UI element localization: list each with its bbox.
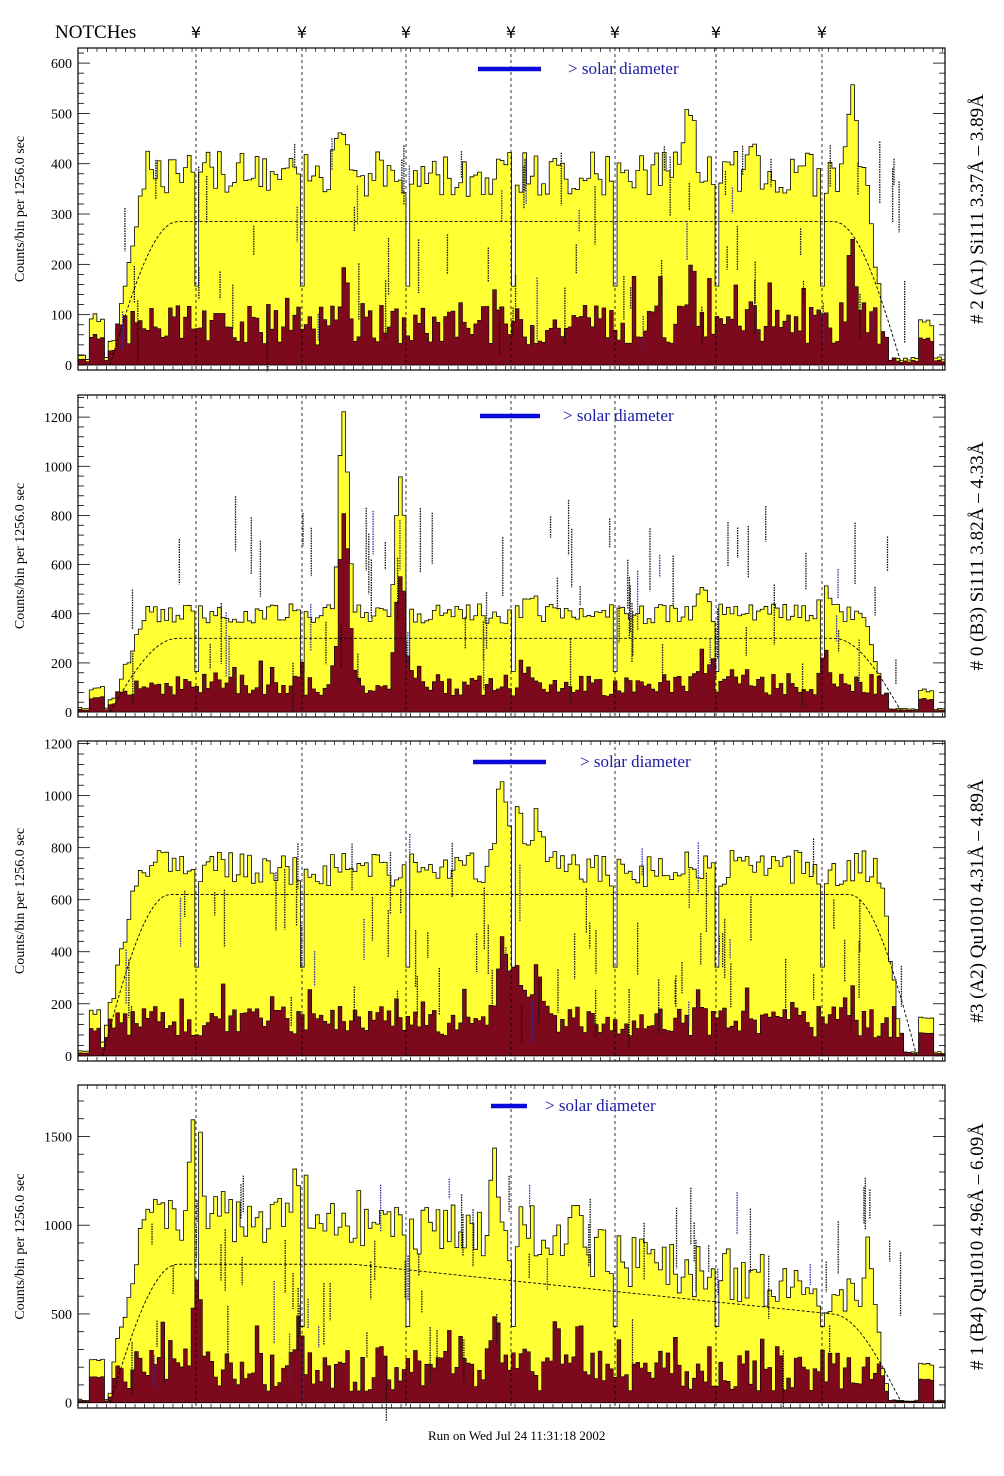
solar-diameter-label: > solar diameter xyxy=(580,752,691,771)
y-tick-label: 100 xyxy=(51,309,72,324)
model-curve xyxy=(109,637,903,713)
panel-1: 0 100 200 300 400 500 600 Counts/bin per 1256.0… xyxy=(13,47,988,374)
y-tick-label: 400 xyxy=(51,608,72,623)
y-tick-label: 1000 xyxy=(44,790,72,805)
y-tick-label: 1000 xyxy=(44,460,72,475)
panel-label: # 1 (B4) Qu1010 4.96Å – 6.09Å xyxy=(967,1123,988,1370)
y-tick-label: 0 xyxy=(65,1397,72,1412)
y-tick-label: 400 xyxy=(51,158,72,173)
model-curve xyxy=(102,894,918,1056)
notch-marker: ¥ xyxy=(401,23,411,42)
solar-diameter-label: > solar diameter xyxy=(545,1096,656,1115)
y-tick-label: 800 xyxy=(51,842,72,857)
y-axis-label: Counts/bin per 1256.0 sec xyxy=(13,828,28,974)
notch-marker: ¥ xyxy=(711,23,721,42)
panel-label: # 0 (B3) Si111 3.82Å – 4.33Å xyxy=(967,441,988,670)
plot-frame xyxy=(77,740,946,1062)
y-tick-label: 500 xyxy=(51,1308,72,1323)
series-total-area xyxy=(77,1119,946,1404)
y-tick-label: 300 xyxy=(51,208,72,223)
solar-diameter-label: > solar diameter xyxy=(563,406,674,425)
series-dark-area xyxy=(77,513,946,713)
y-tick-label: 0 xyxy=(65,359,72,374)
solar-diameter-label: > solar diameter xyxy=(568,59,679,78)
panel-label: # 2 (A1) Si111 3.37Å – 3.89Å xyxy=(967,94,988,324)
y-tick-label: 200 xyxy=(51,998,72,1013)
panels: 0 100 200 300 400 500 600 Counts/bin per 1256.0… xyxy=(13,47,988,1422)
plot-frame xyxy=(77,394,946,718)
y-tick-label: 600 xyxy=(51,559,72,574)
y-tick-label: 1000 xyxy=(44,1219,72,1234)
y-axis-label: Counts/bin per 1256.0 sec xyxy=(13,483,28,629)
y-tick-label: 1200 xyxy=(44,738,72,753)
y-tick-label: 600 xyxy=(51,894,72,909)
notches-title: NOTCHes xyxy=(55,22,136,43)
panel-2: 0 200 400 600 800 1000 1200 Counts/bin per 1256… xyxy=(13,394,988,721)
y-axis-label: Counts/bin per 1256.0 sec xyxy=(13,136,28,282)
y-tick-label: 1200 xyxy=(44,411,72,426)
panel-3: 0 200 400 600 800 1000 1200 Counts/bin per 1256… xyxy=(13,738,988,1065)
notch-header: NOTCHes ¥ ¥ ¥ ¥ ¥ ¥ ¥ xyxy=(55,22,827,43)
y-tick-label: 500 xyxy=(51,107,72,122)
plot-frame xyxy=(77,47,946,371)
notch-marker: ¥ xyxy=(817,23,827,42)
panel-4: 0 500 1000 1500 Counts/bin per 1256.0 sec # 1… xyxy=(13,1084,988,1422)
y-tick-label: 800 xyxy=(51,509,72,524)
series-dark-area xyxy=(77,1279,946,1403)
y-tick-label: 1500 xyxy=(44,1130,72,1145)
y-tick-label: 200 xyxy=(51,657,72,672)
notch-marker: ¥ xyxy=(610,23,620,42)
y-axis-label: Counts/bin per 1256.0 sec xyxy=(13,1173,28,1319)
series-dark-area xyxy=(77,238,946,366)
y-tick-label: 400 xyxy=(51,946,72,961)
series-dark-area xyxy=(77,936,946,1057)
plot-frame xyxy=(77,1084,946,1409)
y-tick-label: 200 xyxy=(51,258,72,273)
model-curve xyxy=(109,221,903,366)
series-total-area xyxy=(77,411,946,713)
run-timestamp: Run on Wed Jul 24 11:31:18 2002 xyxy=(428,1428,605,1443)
y-tick-label: 0 xyxy=(65,706,72,721)
notch-marker: ¥ xyxy=(506,23,516,42)
notch-marker: ¥ xyxy=(191,23,201,42)
series-total-area xyxy=(77,781,946,1057)
series-total-area xyxy=(77,84,946,366)
y-tick-label: 600 xyxy=(51,57,72,72)
notch-marker: ¥ xyxy=(297,23,307,42)
panel-label: #3 (A2) Qu1010 4.31Å – 4.89Å xyxy=(967,779,988,1023)
model-curve xyxy=(109,1263,903,1403)
y-tick-label: 0 xyxy=(65,1050,72,1065)
